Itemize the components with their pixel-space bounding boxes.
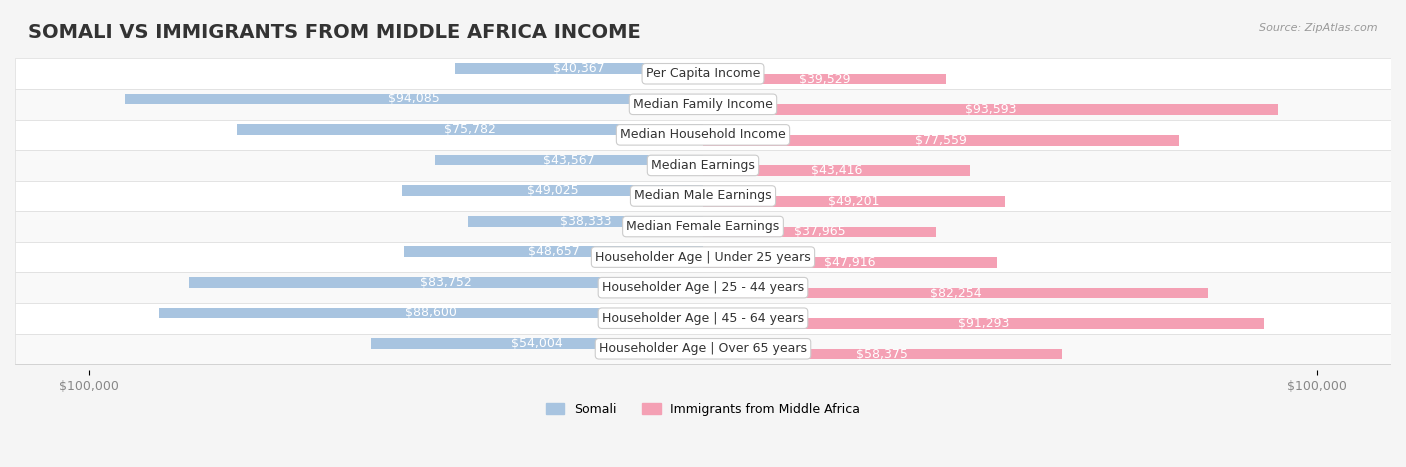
Text: Median Male Earnings: Median Male Earnings: [634, 190, 772, 203]
Text: $43,567: $43,567: [543, 154, 595, 167]
Text: $75,782: $75,782: [444, 123, 496, 136]
Text: Householder Age | Over 65 years: Householder Age | Over 65 years: [599, 342, 807, 355]
Text: $37,965: $37,965: [794, 226, 845, 238]
Text: $93,593: $93,593: [965, 103, 1017, 116]
Bar: [15, 181, 1391, 211]
Text: $40,367: $40,367: [553, 62, 605, 75]
Bar: [188, 277, 703, 288]
Text: Median Household Income: Median Household Income: [620, 128, 786, 142]
Bar: [15, 89, 1391, 120]
Bar: [15, 303, 1391, 333]
Text: $49,025: $49,025: [527, 184, 578, 197]
Text: $94,085: $94,085: [388, 92, 440, 106]
Text: $48,657: $48,657: [527, 245, 579, 258]
Bar: [703, 226, 936, 237]
Bar: [159, 308, 703, 318]
Bar: [404, 247, 703, 257]
Bar: [703, 257, 997, 268]
Bar: [15, 333, 1391, 364]
Bar: [15, 211, 1391, 242]
Text: $83,752: $83,752: [420, 276, 471, 289]
Text: $39,529: $39,529: [799, 72, 851, 85]
Text: $38,333: $38,333: [560, 215, 612, 228]
Text: SOMALI VS IMMIGRANTS FROM MIDDLE AFRICA INCOME: SOMALI VS IMMIGRANTS FROM MIDDLE AFRICA …: [28, 23, 641, 42]
Bar: [703, 288, 1208, 298]
Bar: [402, 185, 703, 196]
Bar: [703, 318, 1264, 329]
Bar: [15, 272, 1391, 303]
Legend: Somali, Immigrants from Middle Africa: Somali, Immigrants from Middle Africa: [540, 398, 866, 421]
Bar: [703, 74, 946, 85]
Text: $77,559: $77,559: [915, 134, 967, 147]
Text: Householder Age | 25 - 44 years: Householder Age | 25 - 44 years: [602, 281, 804, 294]
Bar: [15, 120, 1391, 150]
Bar: [703, 349, 1062, 360]
Bar: [371, 338, 703, 349]
Text: $49,201: $49,201: [828, 195, 880, 208]
Bar: [703, 196, 1005, 207]
Text: Householder Age | 45 - 64 years: Householder Age | 45 - 64 years: [602, 312, 804, 325]
Bar: [703, 165, 970, 176]
Bar: [15, 150, 1391, 181]
Bar: [15, 58, 1391, 89]
Text: Per Capita Income: Per Capita Income: [645, 67, 761, 80]
Bar: [703, 135, 1180, 146]
Text: Source: ZipAtlas.com: Source: ZipAtlas.com: [1260, 23, 1378, 33]
Text: $58,375: $58,375: [856, 347, 908, 361]
Text: $47,916: $47,916: [824, 256, 876, 269]
Text: $91,293: $91,293: [957, 317, 1010, 330]
Text: $54,004: $54,004: [512, 337, 562, 350]
Text: $88,600: $88,600: [405, 306, 457, 319]
Text: Householder Age | Under 25 years: Householder Age | Under 25 years: [595, 251, 811, 263]
Bar: [238, 124, 703, 135]
Bar: [468, 216, 703, 226]
Text: $43,416: $43,416: [811, 164, 862, 177]
Text: Median Earnings: Median Earnings: [651, 159, 755, 172]
Bar: [436, 155, 703, 165]
Bar: [125, 93, 703, 104]
Text: Median Family Income: Median Family Income: [633, 98, 773, 111]
Text: $82,254: $82,254: [929, 287, 981, 299]
Text: Median Female Earnings: Median Female Earnings: [627, 220, 779, 233]
Bar: [703, 104, 1278, 115]
Bar: [456, 63, 703, 74]
Bar: [15, 242, 1391, 272]
